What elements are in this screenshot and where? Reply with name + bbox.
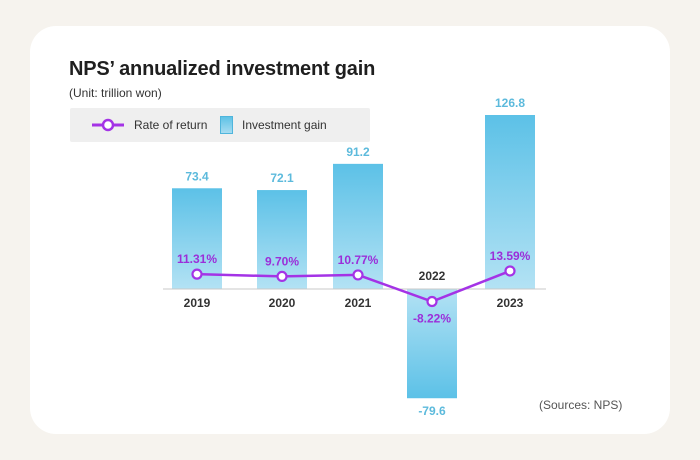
rate-label-2022: -8.22% [413, 312, 451, 326]
rate-point-2019 [191, 268, 203, 280]
chart-title: NPS’ annualized investment gain [69, 58, 376, 80]
legend-bar-swatch [220, 116, 233, 134]
bar-2023 [485, 115, 535, 289]
legend-line-label: Rate of return [134, 118, 208, 132]
year-tick-label-2019: 2019 [184, 296, 211, 310]
rate-point-2022 [426, 295, 438, 308]
rate-label-2023: 13.59% [490, 249, 531, 263]
rate-point-2020 [276, 270, 288, 283]
rate-label-2019: 11.31% [177, 252, 217, 266]
rate-point-2023 [504, 265, 516, 277]
bar-value-label-2019: 73.4 [185, 169, 209, 183]
rate-label-2020: 9.70% [265, 254, 299, 268]
rate-point-2021 [352, 269, 364, 281]
source-note: (Sources: NPS) [539, 398, 623, 412]
legend-line-swatch [92, 118, 124, 132]
bar-value-label-2023: 126.8 [495, 96, 525, 110]
chart-unit: (Unit: trillion won) [69, 86, 162, 100]
bar-value-label-2021: 91.2 [346, 145, 370, 159]
year-tick-label-2020: 2020 [269, 296, 296, 310]
bar-2021 [333, 163, 383, 289]
year-tick-label-2022: 2022 [419, 269, 446, 283]
bar-2022 [407, 289, 457, 399]
year-tick-label-2021: 2021 [345, 296, 372, 310]
bar-value-label-2020: 72.1 [270, 171, 294, 185]
rate-label-2021: 10.77% [338, 253, 379, 267]
legend-bar-label: Investment gain [242, 118, 327, 132]
legend: Rate of return Investment gain [70, 108, 370, 142]
bar-value-label-2022: -79.6 [418, 404, 446, 418]
year-tick-label-2023: 2023 [497, 296, 524, 310]
